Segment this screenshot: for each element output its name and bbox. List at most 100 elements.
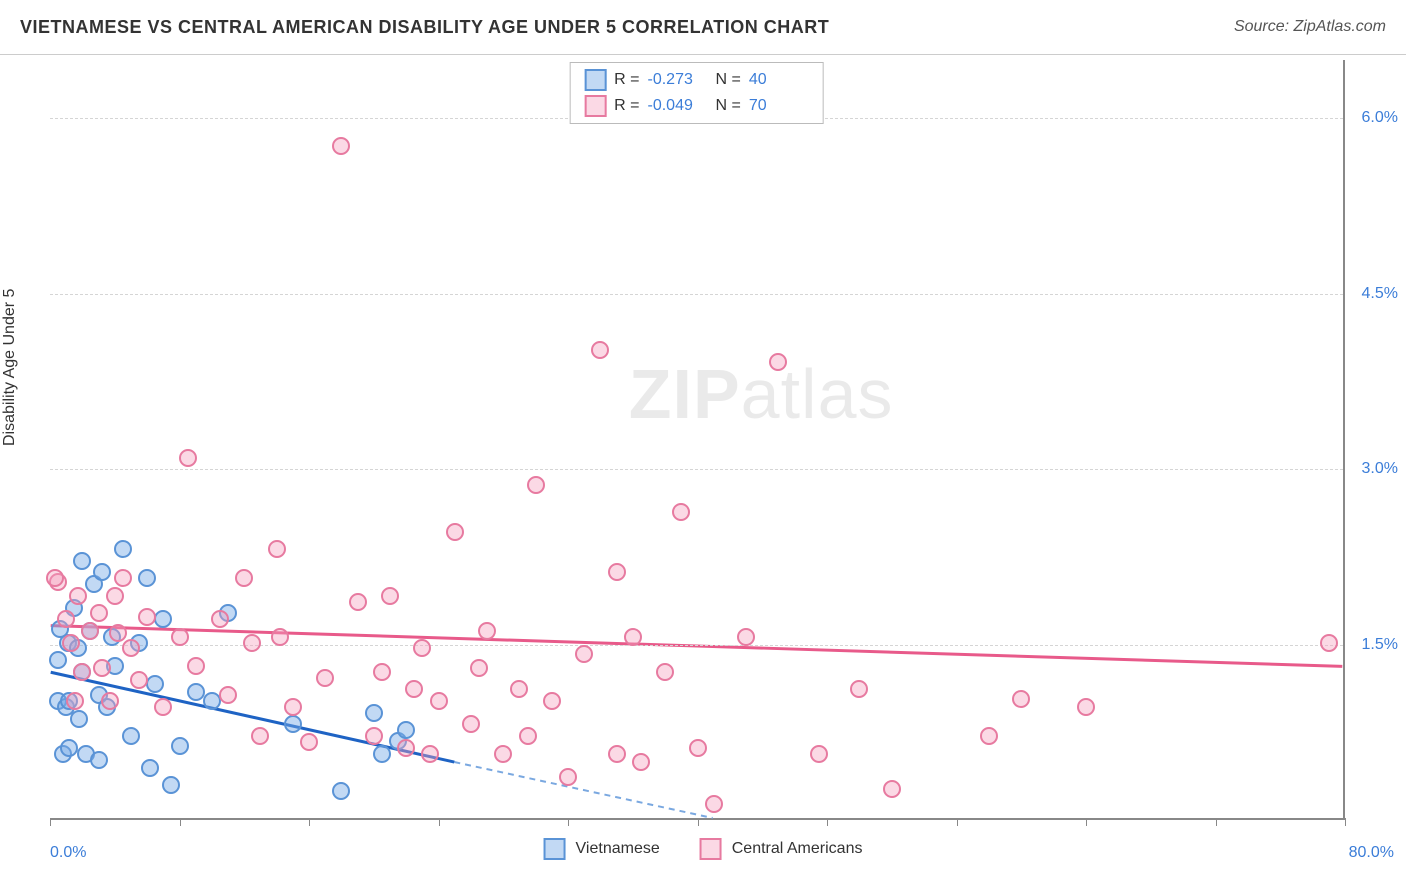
legend-correlation-row: R =-0.273N =40 [584,67,809,93]
x-tick [309,818,310,826]
marker-central-american [883,780,901,798]
marker-central-american [494,745,512,763]
marker-central-american [519,727,537,745]
marker-vietnamese [397,721,415,739]
marker-central-american [405,680,423,698]
marker-central-american [81,622,99,640]
marker-central-american [243,634,261,652]
marker-central-american [608,563,626,581]
marker-vietnamese [365,704,383,722]
marker-central-american [66,692,84,710]
marker-central-american [211,610,229,628]
marker-central-american [130,671,148,689]
x-tick [180,818,181,826]
marker-central-american [171,628,189,646]
marker-central-american [1012,690,1030,708]
x-axis-max-label: 80.0% [1349,844,1394,862]
watermark: ZIPatlas [629,354,894,434]
marker-vietnamese [141,759,159,777]
source-label: Source: ZipAtlas.com [1234,18,1386,36]
marker-central-american [510,680,528,698]
marker-vietnamese [93,563,111,581]
marker-central-american [608,745,626,763]
legend-correlation: R =-0.273N =40R = -0.049 N = 70 [569,62,824,124]
marker-central-american [656,663,674,681]
marker-central-american [632,753,650,771]
marker-central-american [543,692,561,710]
marker-central-american [591,341,609,359]
marker-central-american [300,733,318,751]
marker-central-american [470,659,488,677]
y-axis-title: Disability Age Under 5 [1,289,19,446]
chart-header: VIETNAMESE VS CENTRAL AMERICAN DISABILIT… [0,0,1406,55]
marker-central-american [421,745,439,763]
legend-series-item: Vietnamese [544,838,660,860]
marker-central-american [810,745,828,763]
marker-central-american [69,587,87,605]
legend-n-value: 70 [749,97,809,115]
marker-central-american [101,692,119,710]
marker-vietnamese [146,675,164,693]
marker-central-american [430,692,448,710]
x-tick [698,818,699,826]
y-tick-label: 4.5% [1362,285,1398,303]
regression-line [454,762,712,818]
marker-central-american [93,659,111,677]
regression-lines-layer [50,60,1343,818]
marker-vietnamese [90,751,108,769]
marker-central-american [114,569,132,587]
marker-vietnamese [122,727,140,745]
legend-series: Vietnamese Central Americans [544,838,863,860]
x-tick [1216,818,1217,826]
marker-central-american [332,137,350,155]
x-tick [568,818,569,826]
marker-central-american [624,628,642,646]
marker-vietnamese [114,540,132,558]
marker-vietnamese [49,651,67,669]
gridline [50,469,1343,470]
marker-vietnamese [138,569,156,587]
marker-vietnamese [162,776,180,794]
legend-n-label: N = [716,97,741,115]
marker-central-american [527,476,545,494]
y-tick-label: 1.5% [1362,636,1398,654]
marker-central-american [381,587,399,605]
marker-central-american [154,698,172,716]
legend-swatch [584,95,606,117]
legend-swatch [584,69,606,91]
marker-central-american [672,503,690,521]
marker-central-american [559,768,577,786]
marker-central-american [365,727,383,745]
marker-central-american [850,680,868,698]
marker-central-american [769,353,787,371]
legend-r-value: -0.049 [648,97,708,115]
marker-central-american [446,523,464,541]
legend-series-name: Vietnamese [576,840,660,858]
marker-central-american [268,540,286,558]
x-axis-min-label: 0.0% [50,844,86,862]
marker-vietnamese [284,715,302,733]
marker-central-american [122,639,140,657]
x-tick [827,818,828,826]
legend-series-item: Central Americans [700,838,863,860]
legend-swatch [544,838,566,860]
legend-series-name: Central Americans [732,840,863,858]
marker-vietnamese [154,610,172,628]
legend-correlation-row: R =-0.049N =70 [584,93,809,119]
marker-central-american [179,449,197,467]
chart-title: VIETNAMESE VS CENTRAL AMERICAN DISABILIT… [20,17,829,38]
marker-central-american [219,686,237,704]
marker-central-american [109,624,127,642]
marker-vietnamese [73,552,91,570]
marker-central-american [413,639,431,657]
legend-r-label: R = [614,71,639,89]
marker-central-american [251,727,269,745]
marker-central-american [316,669,334,687]
marker-vietnamese [373,745,391,763]
marker-central-american [980,727,998,745]
marker-central-american [575,645,593,663]
marker-central-american [1077,698,1095,716]
marker-central-american [187,657,205,675]
marker-central-american [62,634,80,652]
y-tick-label: 3.0% [1362,460,1398,478]
